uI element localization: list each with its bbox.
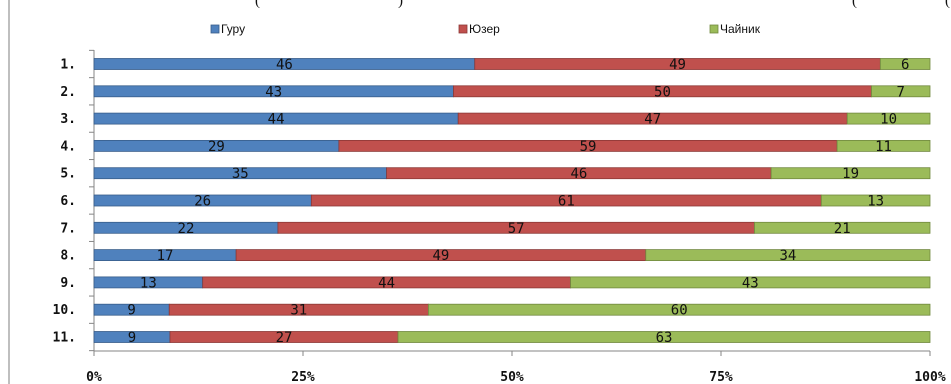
data-label: 17 [157,248,174,264]
value-labels: 46 49 6 43 50 7 44 47 10 29 59 11 35 46 19 26 61 13 22 57 21… [127,57,909,346]
category-label: 4. [60,139,76,154]
data-label: 21 [834,221,851,237]
x-tick-label: 25% [291,370,315,384]
bar-segment [570,276,931,289]
header-fragment-2: ) [398,0,403,9]
x-tick-label: 0% [86,370,102,384]
category-label: 11. [53,331,76,346]
data-label: 47 [644,112,661,128]
data-label: 50 [654,84,671,100]
category-label: 3. [60,112,76,127]
data-label: 43 [265,84,282,100]
category-label: 10. [53,303,76,318]
data-label: 19 [842,166,859,182]
data-label: 13 [867,194,884,210]
data-label: 22 [178,221,195,237]
data-label: 7 [897,84,905,100]
data-label: 11 [875,139,892,155]
data-label: 44 [268,112,285,128]
bar-segment [879,58,931,70]
category-label: 9. [60,276,76,291]
bar-segment [770,167,931,180]
x-tick-label: 100% [914,370,945,384]
bar-segment [427,303,931,316]
data-label: 10 [880,112,897,128]
bar-segment [645,249,931,262]
data-label: 9 [128,330,136,346]
bar-segment [754,221,931,234]
data-label: 63 [656,330,673,346]
legend: Гуру Юзер Чайник [210,22,761,36]
x-tick-label: 75% [709,370,733,384]
bar-segment [846,112,931,125]
data-label: 49 [669,57,686,73]
category-label: 6. [60,194,76,209]
header-fragment-1: ( [255,0,260,9]
legend-swatch-user [458,24,468,34]
data-label: 29 [208,139,225,155]
axes: 0% 25% 50% 75% 100% 1. 2. 3. 4. 5. 6. 7. 8. 9. 10. 11. [53,49,946,384]
header-fragment-4: ( [945,0,950,9]
legend-label-user: Юзер [469,22,500,36]
bar-segment [871,85,931,98]
data-label: 61 [558,194,575,210]
data-label: 35 [232,166,249,182]
category-label: 7. [60,221,76,236]
x-tick-label: 50% [500,370,524,384]
legend-label-guru: Гуру [221,22,245,36]
legend-item-guru: Гуру [210,22,245,36]
bars [93,58,931,343]
data-label: 49 [433,248,450,264]
data-label: 59 [580,139,597,155]
data-label: 46 [570,166,587,182]
data-label: 13 [140,275,157,291]
data-label: 31 [290,303,307,319]
data-label: 34 [779,248,796,264]
data-label: 57 [508,221,525,237]
category-label: 1. [60,58,76,73]
legend-swatch-teapot [709,24,719,34]
category-label: 2. [60,85,76,100]
data-label: 46 [276,57,293,73]
legend-label-teapot: Чайник [720,22,761,36]
data-label: 27 [276,330,293,346]
data-label: 60 [671,303,688,319]
category-label: 8. [60,249,76,264]
header-fragment-3: ( [852,0,857,9]
legend-item-user: Юзер [458,22,500,36]
category-label: 5. [60,167,76,182]
data-label: 44 [378,275,395,291]
bar-segment [397,331,931,343]
legend-swatch-guru [210,24,220,34]
data-label: 9 [127,303,135,319]
data-label: 26 [194,194,211,210]
data-label: 6 [901,57,909,73]
legend-item-teapot: Чайник [709,22,761,36]
bar-segment [836,139,931,152]
bar-segment [820,194,931,207]
data-label: 43 [742,275,759,291]
